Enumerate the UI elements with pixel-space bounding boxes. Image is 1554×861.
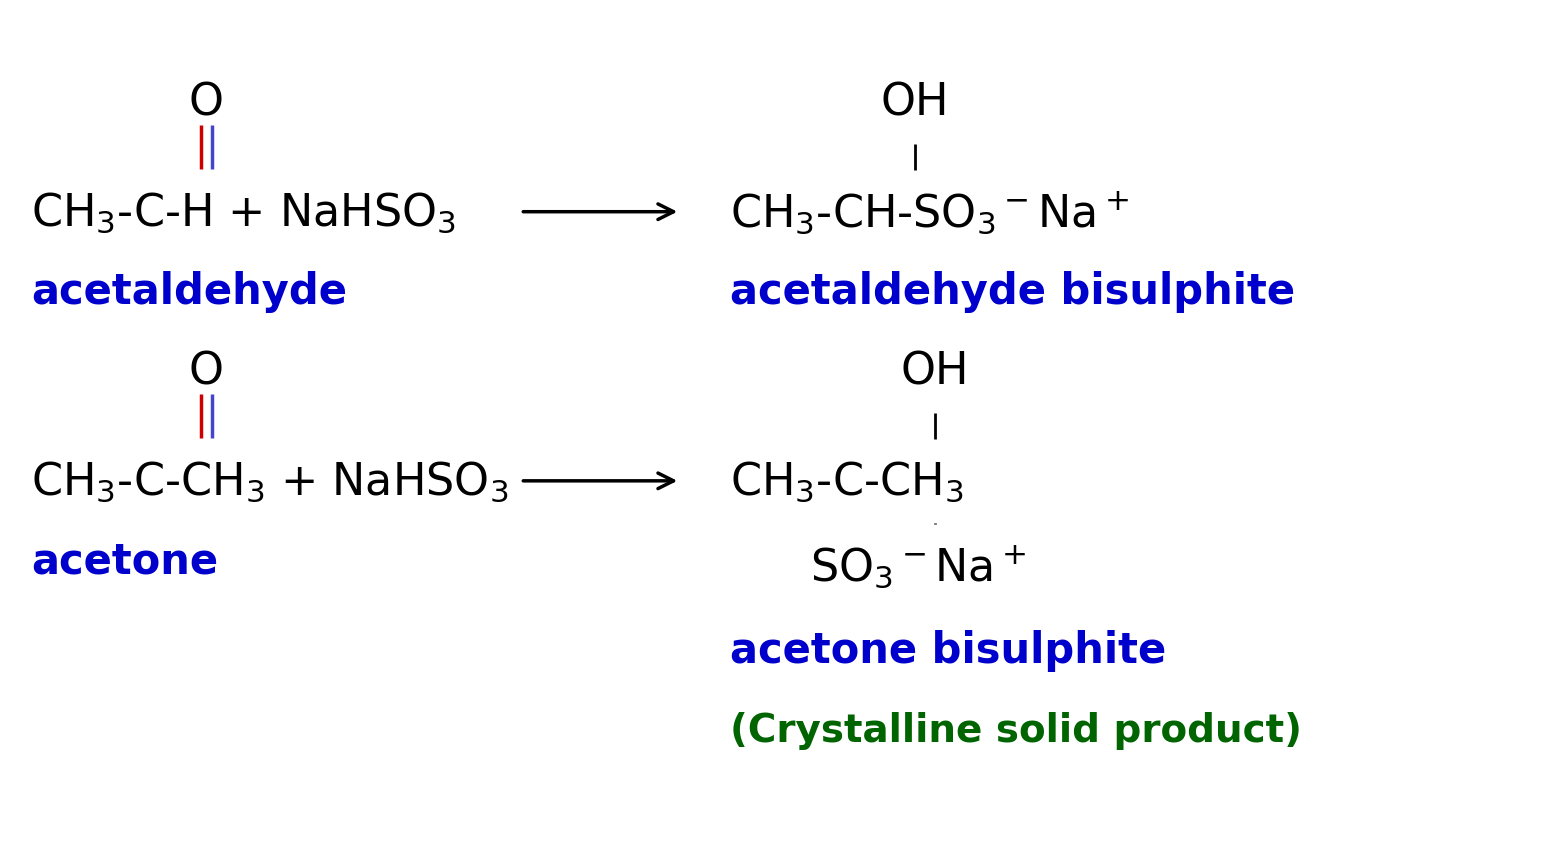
Text: acetaldehyde: acetaldehyde xyxy=(31,271,348,313)
Text: SO$_3$$^-$Na$^+$: SO$_3$$^-$Na$^+$ xyxy=(810,542,1026,589)
Text: O: O xyxy=(188,350,224,393)
Text: CH$_3$-CH-SO$_3$$^-$Na$^+$: CH$_3$-CH-SO$_3$$^-$Na$^+$ xyxy=(730,189,1130,236)
Text: acetaldehyde bisulphite: acetaldehyde bisulphite xyxy=(730,271,1294,313)
Text: CH$_3$-C-CH$_3$ + NaHSO$_3$: CH$_3$-C-CH$_3$ + NaHSO$_3$ xyxy=(31,459,510,504)
Text: acetone: acetone xyxy=(31,540,219,582)
Text: OH: OH xyxy=(900,350,970,393)
Text: OH: OH xyxy=(881,82,949,125)
Text: CH$_3$-C-H + NaHSO$_3$: CH$_3$-C-H + NaHSO$_3$ xyxy=(31,190,457,235)
Text: acetone bisulphite: acetone bisulphite xyxy=(730,629,1167,672)
Text: (Crystalline solid product): (Crystalline solid product) xyxy=(730,711,1302,749)
Text: CH$_3$-C-CH$_3$: CH$_3$-C-CH$_3$ xyxy=(730,459,963,504)
Text: O: O xyxy=(188,82,224,125)
